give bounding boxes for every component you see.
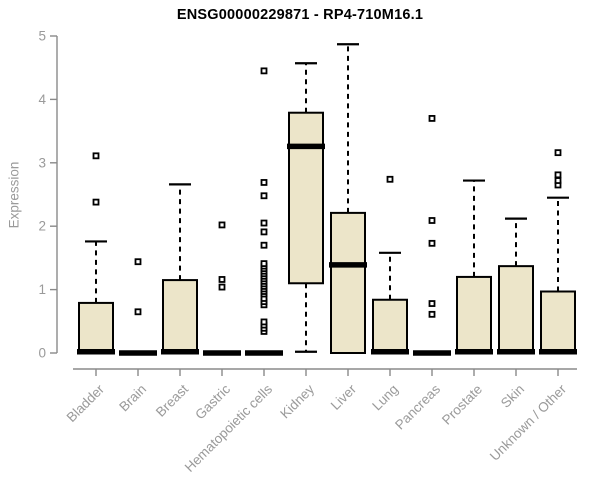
outlier-point [260, 179, 268, 186]
box [330, 211, 366, 354]
x-category-label: Gastric [192, 381, 233, 422]
outlier-point [260, 241, 268, 249]
x-category-label: Breast [153, 381, 191, 419]
x-category-label: Unknown / Other [487, 381, 570, 464]
outlier-point [260, 192, 268, 200]
outlier-point [428, 115, 436, 122]
outlier-point [554, 177, 562, 184]
outlier-point [554, 171, 562, 179]
y-tick-label: 3 [38, 155, 46, 170]
box [456, 275, 492, 355]
x-category-label: Kidney [277, 381, 317, 421]
outlier-point [92, 152, 100, 160]
box [162, 279, 198, 354]
outlier-point [428, 217, 436, 224]
x-category-label: Bladder [64, 381, 108, 425]
x-category-label: Prostate [439, 382, 485, 428]
outlier-point [260, 228, 268, 236]
y-tick-label: 4 [38, 92, 46, 107]
y-tick-label: 5 [38, 29, 46, 44]
x-category-label: Lung [369, 382, 401, 414]
outlier-point [554, 149, 562, 157]
outlier-point [134, 258, 142, 266]
y-tick-label: 0 [38, 346, 46, 361]
outlier-point [386, 175, 394, 183]
outlier-point [428, 239, 436, 247]
outlier-point [134, 308, 142, 316]
x-category-label: Skin [498, 382, 527, 411]
chart-title: ENSG00000229871 - RP4-710M16.1 [176, 7, 424, 23]
y-tick-label: 2 [38, 219, 46, 234]
outlier-point [218, 283, 226, 291]
outlier-point [260, 219, 268, 227]
box [540, 290, 576, 355]
box [288, 111, 324, 285]
outlier-point [428, 310, 436, 318]
outlier-point [218, 276, 226, 283]
outlier-point [260, 318, 268, 326]
outlier-point [218, 221, 226, 229]
outlier-point [260, 67, 268, 75]
outlier-point [92, 198, 100, 206]
box [372, 298, 408, 354]
outlier-point [428, 300, 436, 307]
y-tick-label: 1 [38, 282, 46, 297]
outlier-point [260, 260, 268, 268]
x-category-label: Brain [116, 382, 149, 415]
x-category-label: Pancreas [392, 381, 443, 432]
box [78, 301, 114, 354]
x-category-label: Liver [328, 381, 360, 413]
box [498, 265, 534, 354]
